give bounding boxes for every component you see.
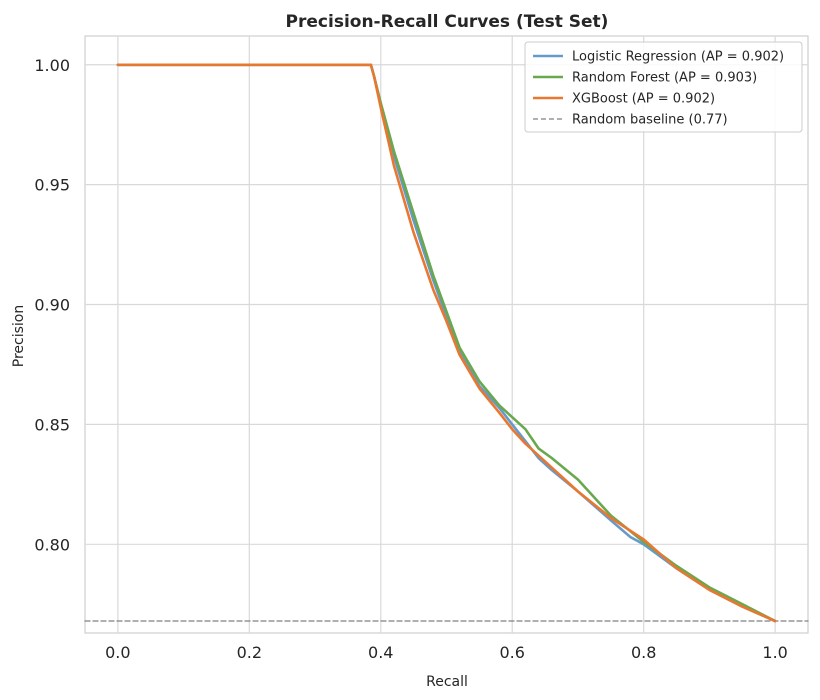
tick-labels: 0.0 0.2 0.4 0.6 0.8 1.0 0.80 0.85 0.90 0.95 1.00: [34, 56, 787, 662]
legend-box: [524, 41, 803, 133]
legend-entry-3: Random baseline (0.77): [572, 113, 728, 128]
x-tick-label: 0.8: [631, 643, 656, 662]
series-layer: [84, 63, 809, 623]
chart-title: Precision-Recall Curves (Test Set): [286, 12, 609, 32]
legend-entry-2: XGBoost (AP = 0.902): [572, 92, 715, 107]
x-tick-label: 0.0: [105, 643, 130, 662]
y-tick-label: 0.80: [34, 535, 70, 554]
x-tick-label: 0.2: [237, 643, 262, 662]
x-axis-label: Recall: [426, 674, 468, 690]
legend-entry-0: Logistic Regression (AP = 0.902): [572, 50, 784, 65]
y-axis-label: Precision: [11, 305, 27, 367]
series-line-2: [116, 63, 777, 623]
y-tick-label: 1.00: [34, 56, 70, 75]
x-tick-label: 0.4: [368, 643, 393, 662]
x-tick-label: 1.0: [762, 643, 787, 662]
legend-entry-1: Random Forest (AP = 0.903): [572, 71, 757, 86]
y-tick-label: 0.90: [34, 296, 70, 315]
plot-area: [84, 35, 809, 634]
x-tick-label: 0.6: [500, 643, 525, 662]
y-tick-label: 0.85: [34, 415, 70, 434]
y-tick-label: 0.95: [34, 176, 70, 195]
legend: Logistic Regression (AP = 0.902) Random F…: [524, 41, 803, 133]
